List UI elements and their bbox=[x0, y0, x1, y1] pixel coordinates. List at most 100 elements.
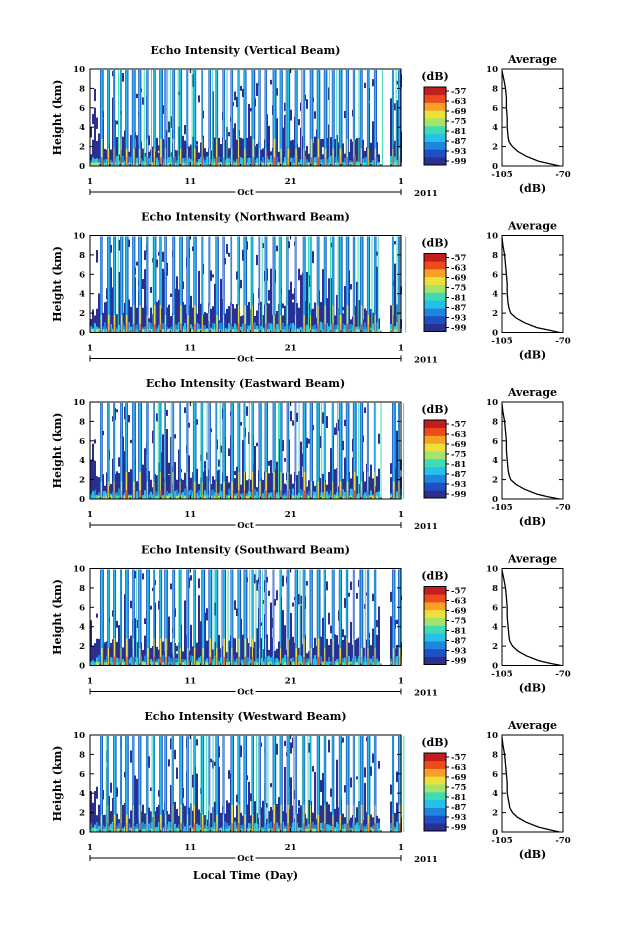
heatmap-cell bbox=[200, 621, 202, 666]
heatmap-cell bbox=[259, 402, 261, 499]
heatmap-cell bbox=[317, 490, 319, 499]
heatmap-cell bbox=[100, 735, 103, 832]
heatmap-cell bbox=[104, 490, 106, 499]
heatmap-cell bbox=[209, 638, 212, 666]
heatmap-cell bbox=[266, 662, 268, 666]
heatmap-cell bbox=[106, 767, 108, 832]
heatmap-cell bbox=[92, 446, 94, 499]
heatmap-cell bbox=[192, 136, 194, 166]
heatmap-cell bbox=[210, 270, 212, 281]
heatmap-cell bbox=[273, 323, 275, 333]
heatmap-cell bbox=[136, 481, 138, 499]
heatmap-cell bbox=[190, 575, 192, 581]
heatmap-cell bbox=[287, 157, 289, 166]
heatmap-cell bbox=[130, 810, 132, 832]
heatmap-cell bbox=[356, 828, 358, 832]
heatmap-cell bbox=[292, 822, 294, 832]
colorbar-swatch bbox=[424, 490, 446, 499]
heatmap-cell bbox=[290, 285, 292, 333]
x-tick-label: 1 bbox=[87, 177, 93, 187]
heatmap-cell bbox=[150, 491, 152, 499]
heatmap-cell bbox=[377, 236, 379, 333]
heatmap-cell bbox=[231, 148, 233, 166]
heatmap-cell bbox=[96, 476, 98, 499]
heatmap-cell bbox=[125, 236, 128, 333]
heatmap-cell bbox=[396, 495, 398, 499]
heatmap-cell bbox=[130, 439, 132, 444]
heatmap-cell bbox=[238, 638, 241, 666]
x-tick-label: 1 bbox=[87, 677, 93, 687]
heatmap-cell bbox=[390, 324, 392, 333]
heatmap-cell bbox=[242, 662, 244, 666]
heatmap-cell bbox=[214, 323, 216, 333]
heatmap-cell bbox=[196, 739, 198, 746]
heatmap-cell bbox=[396, 491, 398, 499]
heatmap-cell bbox=[317, 569, 320, 666]
heatmap-cell bbox=[346, 638, 348, 666]
heatmap-cell bbox=[306, 818, 308, 832]
heatmap-cell bbox=[270, 268, 272, 279]
heatmap-cell bbox=[296, 305, 298, 333]
heatmap-cell bbox=[136, 307, 138, 333]
heatmap-cell bbox=[334, 157, 336, 166]
heatmap-cell bbox=[320, 780, 322, 792]
heatmap-cell bbox=[293, 735, 295, 832]
heatmap-cell bbox=[330, 278, 332, 333]
heatmap-cell bbox=[139, 823, 141, 832]
heatmap-cell bbox=[130, 162, 132, 166]
heatmap-cell bbox=[180, 478, 182, 499]
heatmap-cell bbox=[90, 823, 92, 832]
heatmap-cell bbox=[376, 823, 378, 832]
heatmap-cell bbox=[104, 322, 106, 333]
heatmap-cell bbox=[236, 828, 238, 832]
heatmap-cell bbox=[296, 329, 298, 333]
heatmap-cell bbox=[234, 821, 236, 832]
heatmap-cell bbox=[107, 569, 109, 666]
heatmap-cell bbox=[322, 138, 324, 148]
heatmap-cell bbox=[266, 824, 268, 832]
heatmap-cell bbox=[282, 828, 284, 832]
heatmap-cell bbox=[170, 662, 172, 666]
heatmap-cell bbox=[100, 823, 102, 832]
heatmap-cell bbox=[276, 311, 278, 333]
heatmap-cell bbox=[290, 109, 292, 121]
heatmap-cell bbox=[396, 430, 398, 499]
heatmap-cell bbox=[96, 158, 98, 166]
heatmap-cell bbox=[113, 148, 115, 166]
heatmap-cell bbox=[113, 569, 116, 666]
heatmap-cell bbox=[144, 329, 146, 333]
heatmap-cell bbox=[324, 148, 327, 166]
heatmap-cell bbox=[250, 479, 252, 499]
heatmap-cell bbox=[158, 251, 160, 256]
heatmap-cell bbox=[166, 307, 168, 333]
heatmap-cell bbox=[90, 162, 92, 166]
heatmap-cell bbox=[188, 422, 190, 428]
heatmap-cell bbox=[184, 407, 186, 414]
colorbar-tick-label: -63 bbox=[451, 763, 466, 773]
heatmap-cell bbox=[214, 761, 216, 766]
heatmap-cell bbox=[265, 305, 267, 333]
heatmap-cell bbox=[228, 329, 230, 333]
heatmap-cell bbox=[240, 162, 242, 166]
year-label: 2011 bbox=[414, 189, 438, 199]
average-profile-line bbox=[501, 237, 560, 334]
colorbar-swatch bbox=[424, 799, 446, 808]
heatmap-cell bbox=[98, 162, 100, 166]
heatmap-cell bbox=[174, 823, 176, 832]
colorbar-tick-label: -57 bbox=[451, 753, 466, 763]
heatmap-cell bbox=[110, 244, 112, 253]
heatmap-cell bbox=[136, 823, 138, 832]
heatmap-cell bbox=[210, 495, 212, 499]
heatmap-cell bbox=[354, 824, 356, 832]
heatmap-cell bbox=[337, 236, 339, 333]
heatmap-cell bbox=[144, 823, 146, 832]
heatmap-cell bbox=[390, 155, 392, 166]
heatmap-cell bbox=[339, 236, 342, 333]
heatmap-cell bbox=[212, 306, 214, 333]
heatmap-cell bbox=[98, 655, 100, 666]
heatmap-cell bbox=[240, 828, 242, 832]
colorbar-tick-label: -99 bbox=[451, 157, 466, 167]
heatmap-cell bbox=[126, 323, 128, 333]
heatmap-cell bbox=[230, 236, 232, 333]
heatmap-cell bbox=[244, 305, 247, 333]
